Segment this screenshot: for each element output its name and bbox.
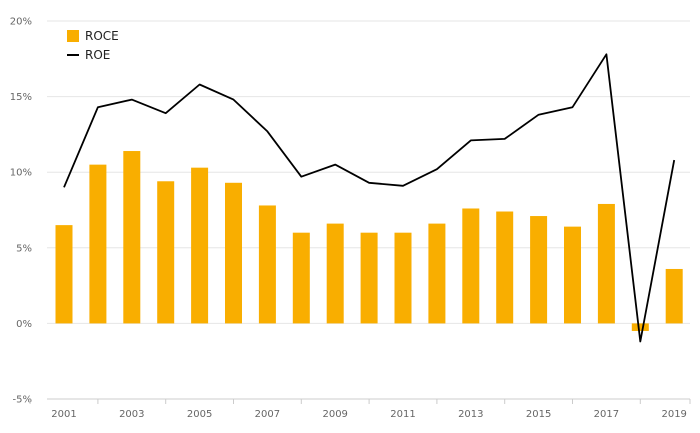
roce-bar-2004 [157,181,175,324]
x-tick-label: 2009 [322,409,347,420]
roce-bar-2013 [462,208,480,324]
y-tick-label: -5% [13,395,32,406]
roce-bar-2001 [55,225,73,324]
x-tick-label: 2015 [526,409,551,420]
roce-bar-2007 [258,205,276,324]
roce-bar-2018 [631,323,649,331]
roce-bar-2011 [394,232,412,324]
roe-line [63,53,676,343]
roce-bar-2003 [123,151,141,324]
legend: ROCE ROE [67,29,119,62]
grid-lines [47,20,690,400]
y-axis-tick-labels: 20% 15% 10% 5% 0% -5% [10,17,32,406]
roce-bar-2015 [530,216,548,324]
roce-bar-2006 [225,182,242,324]
x-axis-tick-labels: 2001 2003 2005 2007 2009 2011 2013 2015 2017 2019 [51,409,687,420]
x-tick-label: 2001 [51,409,76,420]
roce-bar-2014 [496,211,514,324]
roce-bar-2016 [564,226,581,324]
x-tick-label: 2003 [119,409,144,420]
roce-bar-2009 [326,223,344,324]
roce-bar-2010 [360,232,378,324]
y-tick-label: 0% [16,319,32,330]
legend-swatch-roce [67,30,79,42]
x-tick-label: 2005 [187,409,212,420]
y-tick-label: 15% [10,92,32,103]
x-tick-label: 2011 [390,409,415,420]
roce-bar-2008 [292,232,310,324]
roce-bar-2002 [89,164,107,324]
x-tick-label: 2013 [458,409,483,420]
legend-label-roce: ROCE [85,29,119,43]
x-axis [29,398,691,404]
roce-bar-2017 [597,203,615,324]
y-tick-label: 5% [16,243,32,254]
roce-bars [55,151,683,331]
legend-label-roe: ROE [85,48,110,62]
roce-bar-2005 [191,167,209,324]
x-tick-label: 2007 [255,409,280,420]
x-tick-label: 2017 [594,409,619,420]
roe-line-layer [63,53,676,343]
roce-bar-2019 [665,268,683,324]
y-tick-label: 20% [10,17,32,28]
y-tick-label: 10% [10,168,32,179]
x-tick-label: 2019 [661,409,686,420]
roce-bar-2012 [428,223,446,324]
